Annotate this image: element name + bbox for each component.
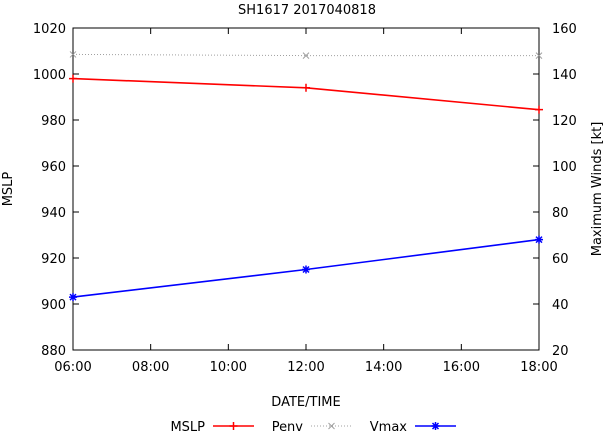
legend-label-vmax: Vmax	[370, 420, 408, 432]
y2-tick-label: 120	[552, 114, 577, 129]
mslp-point	[69, 74, 77, 83]
y-tick-label: 920	[41, 252, 66, 267]
x-tick-label: 10:00	[210, 360, 247, 375]
plot-frame	[72, 27, 540, 351]
x-tick-label: 08:00	[132, 360, 169, 375]
mslp-point	[302, 83, 310, 92]
y2-tick-label: 40	[552, 298, 569, 313]
x-tick-label: 06:00	[54, 360, 91, 375]
y2-tick-label: 60	[552, 252, 569, 267]
vmax-point	[535, 235, 543, 244]
y-tick-label: 880	[41, 344, 66, 359]
y2-tick-label: 160	[552, 22, 577, 37]
y2-axis-label: Maximum Winds [kt]	[590, 122, 605, 257]
chart-title: SH1617 2017040818	[238, 3, 376, 18]
vmax-point	[302, 265, 310, 274]
y-tick-label: 940	[41, 206, 66, 221]
legend-marker-vmax	[431, 422, 440, 430]
y2-tick-label: 100	[552, 160, 577, 175]
vmax-point	[69, 293, 77, 302]
penv-point	[535, 52, 543, 59]
y-tick-label: 1000	[33, 68, 66, 83]
y2-tick-label: 140	[552, 68, 577, 83]
y-tick-label: 900	[41, 298, 66, 313]
x-tick-label: 12:00	[287, 360, 324, 375]
y-tick-label: 960	[41, 160, 66, 175]
legend-marker-mslp	[229, 422, 238, 430]
legend-marker-penv	[328, 422, 335, 430]
x-tick-label: 16:00	[443, 360, 480, 375]
legend-label-mslp: MSLP	[170, 420, 205, 432]
y-tick-label: 980	[41, 114, 66, 129]
y2-tick-label: 20	[552, 344, 569, 359]
mslp-line	[72, 77, 540, 111]
legend-label-penv: Penv	[272, 420, 304, 432]
y-tick-label: 1020	[33, 22, 66, 37]
x-axis-label: DATE/TIME	[271, 395, 340, 410]
x-tick-label: 18:00	[520, 360, 557, 375]
mslp-point	[535, 105, 543, 114]
y2-tick-label: 80	[552, 206, 569, 221]
penv-point	[302, 52, 310, 59]
x-tick-label: 14:00	[365, 360, 402, 375]
legend: MSLP Penv Vmax	[170, 420, 456, 432]
y-axis-label: MSLP	[1, 172, 16, 207]
penv-point	[69, 51, 77, 58]
